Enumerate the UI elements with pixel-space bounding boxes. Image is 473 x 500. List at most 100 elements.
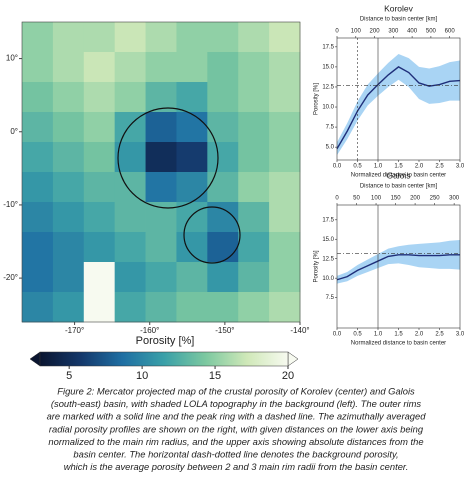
y-tick-label: 12.5: [322, 256, 334, 262]
map-cell: [22, 172, 54, 203]
map-cell: [83, 262, 116, 293]
map-cell: [22, 112, 54, 143]
map-cell: [176, 172, 208, 203]
map-cell: [52, 292, 85, 323]
map-cell: [22, 232, 54, 263]
x-axis-label: Normalized distance to basin center: [351, 341, 446, 347]
x2-tick-label: 200: [370, 29, 381, 35]
map-cell: [269, 232, 301, 263]
x2-tick-label: 250: [430, 196, 441, 202]
map-cell: [22, 202, 54, 233]
y-tick-label: 0°: [10, 127, 18, 136]
map-cell: [269, 82, 301, 113]
map-cell: [238, 262, 270, 293]
x-tick-label: 0.0: [333, 332, 342, 338]
y-axis-label: Porosity [%]: [314, 83, 320, 115]
x2-tick-label: 300: [388, 29, 399, 35]
caption-line: normalized to the main rim radius, and t…: [48, 436, 423, 447]
x2-tick-label: 200: [410, 196, 421, 202]
caption-line: (south-east) basin, with shaded LOLA top…: [51, 398, 421, 409]
colorbar-tick-label: 5: [66, 370, 72, 382]
map-cell: [114, 82, 146, 113]
chart-title: Galois: [386, 170, 410, 180]
x2-tick-label: 0: [335, 196, 339, 202]
x-tick-label: 1.0: [374, 332, 383, 338]
map-cell: [145, 82, 177, 113]
map-cell: [207, 142, 239, 173]
map-cell: [176, 262, 208, 293]
map-cell: [114, 172, 146, 203]
map-cell: [83, 232, 116, 263]
chart-title: Korolev: [384, 3, 414, 13]
x-tick-label: 0.0: [333, 164, 342, 170]
map-cell: [269, 112, 301, 143]
map-cell: [83, 82, 116, 113]
caption-line: basin center. The horizontal dash-dotted…: [73, 448, 398, 459]
map-cell: [114, 292, 146, 323]
map-cell: [238, 22, 270, 53]
map-cell: [145, 22, 177, 53]
map-cell: [238, 82, 270, 113]
map-cell: [207, 172, 239, 203]
map-cell: [176, 292, 208, 323]
map-cell: [176, 232, 208, 263]
map-cell: [238, 142, 270, 173]
map-cell: [269, 172, 301, 203]
y-tick-label: 17.5: [322, 217, 334, 223]
x-tick-label: 1.0: [374, 164, 383, 170]
map-cell: [83, 202, 116, 233]
plots: -170° -160° -150° -140° 10° 0° -10° -20° Porosit…: [3, 3, 465, 382]
map-cell: [207, 112, 239, 143]
y-tick-label: 17.5: [322, 44, 334, 50]
y-tick-label: 5.0: [326, 145, 335, 151]
map-cell: [114, 112, 146, 143]
map-cell: [52, 142, 85, 173]
colorbar-label: Porosity [%]: [136, 335, 195, 347]
colorbar-tick-label: 20: [282, 370, 294, 382]
map-cell: [83, 112, 116, 143]
y-tick-label: 10.0: [322, 276, 334, 282]
map-cell: [114, 142, 146, 173]
map-cell: [52, 262, 85, 293]
map-cell: [269, 22, 301, 53]
map-cell: [176, 202, 208, 233]
map-cell: [114, 52, 146, 83]
x2-tick-label: 400: [407, 29, 418, 35]
x-tick-label: 2.0: [415, 332, 424, 338]
x-tick-label: -140°: [290, 326, 309, 335]
map-cell: [52, 22, 85, 53]
map-cell: [145, 142, 177, 173]
caption-line: are marked with a solid line and the pea…: [47, 411, 427, 422]
map-cell: [238, 202, 270, 233]
y-tick-label: 7.5: [326, 125, 335, 131]
map-cell: [176, 52, 208, 83]
map-cell: [52, 202, 85, 233]
x-tick-label: 1.5: [394, 332, 403, 338]
map-cell: [207, 262, 239, 293]
x2-tick-label: 500: [426, 29, 437, 35]
map-cell: [114, 22, 146, 53]
map-cell: [145, 262, 177, 293]
x-tick-label: 3.0: [456, 332, 465, 338]
map-cell: [22, 142, 54, 173]
y-tick-label: 10.0: [322, 105, 334, 111]
x-tick-label: 1.5: [394, 164, 403, 170]
x2-tick-label: 300: [449, 196, 460, 202]
map-cell: [269, 142, 301, 173]
caption-line: Figure 2: Mercator projected map of the …: [57, 385, 415, 396]
map-cell: [114, 232, 146, 263]
map-cell: [22, 52, 54, 83]
map-cell: [114, 202, 146, 233]
map-cell: [145, 232, 177, 263]
colorbar-low-end: [29, 351, 41, 367]
error-band: [337, 240, 460, 284]
map-cell: [52, 172, 85, 203]
map-cell: [83, 52, 116, 83]
colorbar-high-end: [287, 351, 299, 367]
map-cell: [52, 112, 85, 143]
x-tick-label: 0.5: [353, 164, 362, 170]
x-tick-label: 0.5: [353, 332, 362, 338]
colorbar-tick-label: 15: [209, 370, 221, 382]
map-cell: [145, 292, 177, 323]
